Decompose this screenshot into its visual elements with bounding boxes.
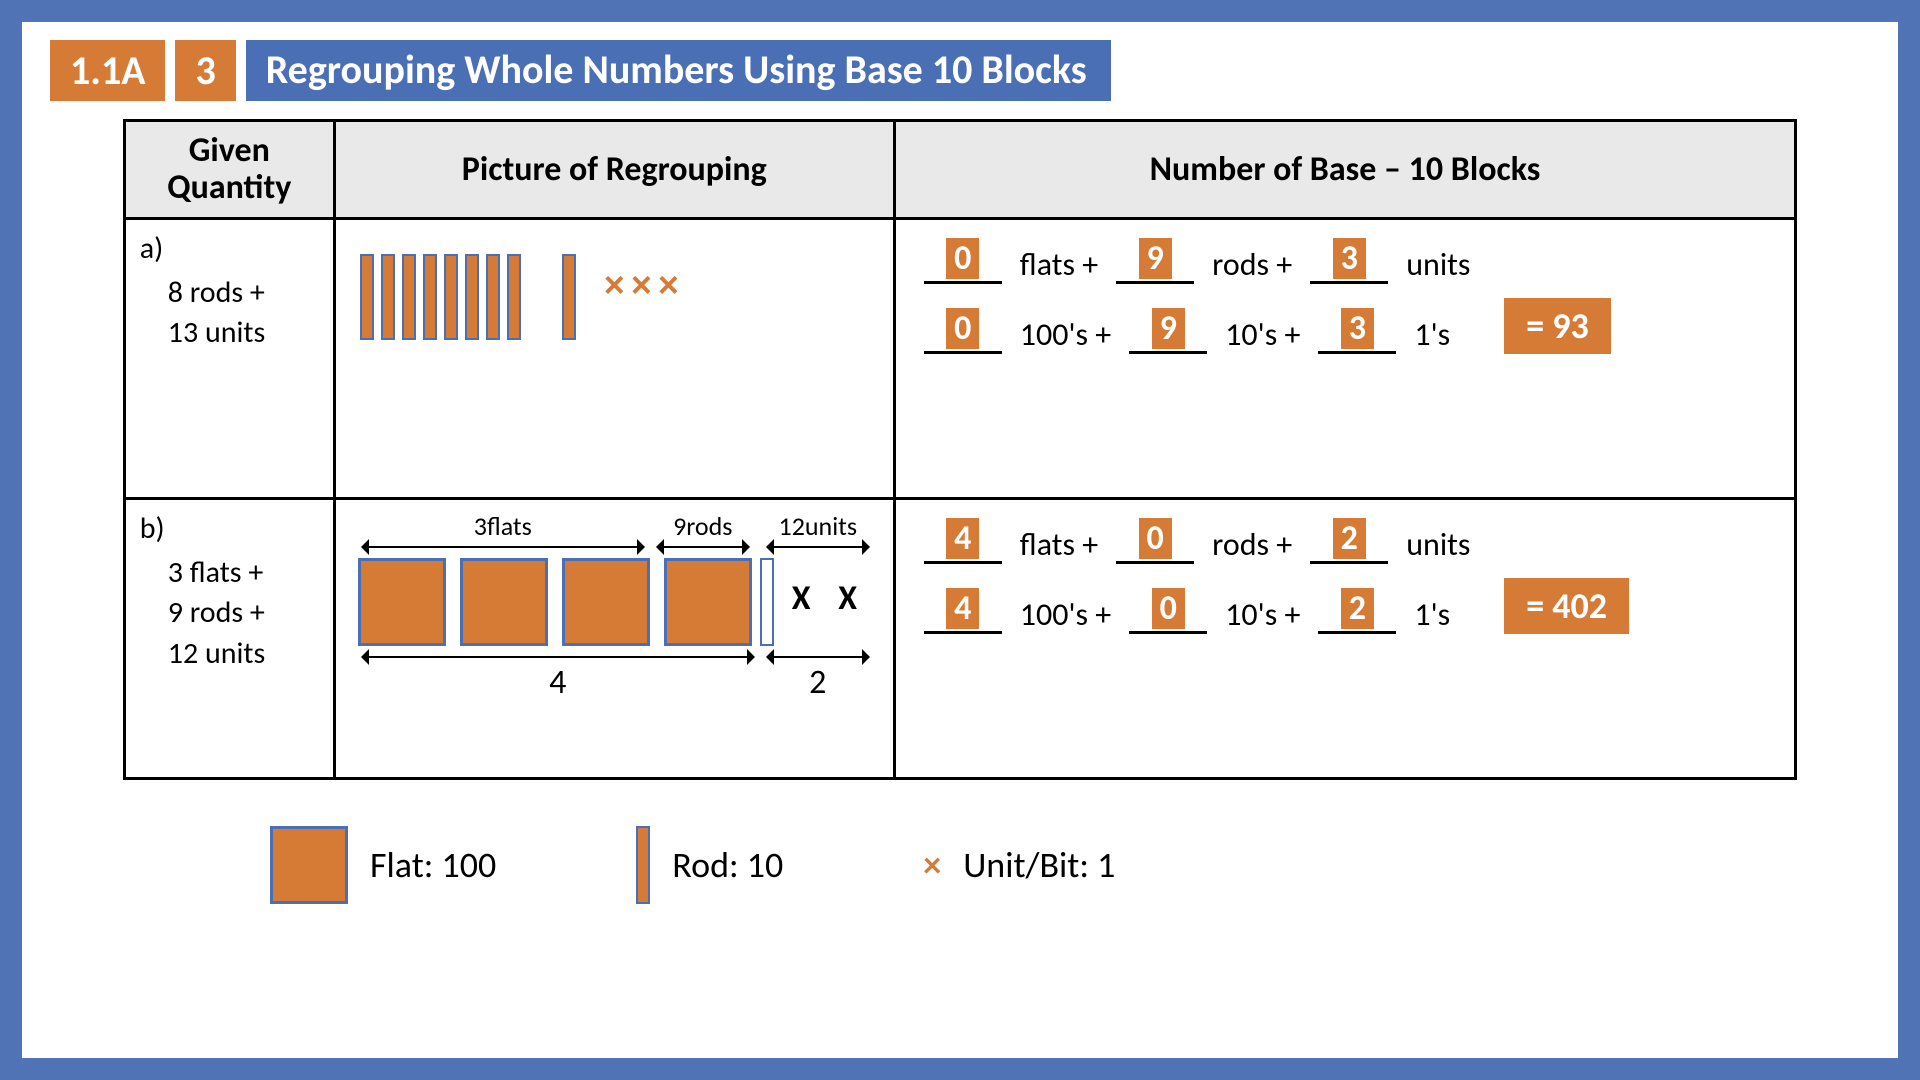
col-header-blocks: Number of Base – 10 Blocks xyxy=(894,121,1795,219)
a-h-val: 0 xyxy=(946,308,979,349)
b-result: = 402 xyxy=(1504,578,1629,634)
label-tens-b: 10's + xyxy=(1225,595,1300,634)
flats-group-b xyxy=(358,558,774,646)
row-a-given-1: 8 rods + xyxy=(168,273,319,314)
b-h-val: 4 xyxy=(946,588,979,629)
annot-bottom-2: 2 xyxy=(758,662,878,703)
b-rods-val: 0 xyxy=(1139,518,1172,559)
legend-rod: Rod: 10 xyxy=(636,826,783,904)
blocks-b: 4 flats + 0 rods + 2 units 4 100's + 0 1… xyxy=(894,498,1795,778)
a-o-val: 3 xyxy=(1341,308,1374,349)
slide-frame: 1.1A 3 Regrouping Whole Numbers Using Ba… xyxy=(0,0,1920,1080)
b-o-val: 2 xyxy=(1341,588,1374,629)
regrouping-table: GivenQuantity Picture of Regrouping Numb… xyxy=(123,119,1797,780)
row-b-given-2: 9 rods + xyxy=(168,593,319,634)
legend: Flat: 100 Rod: 10 × Unit/Bit: 1 xyxy=(270,826,1870,904)
row-b-given-3: 12 units xyxy=(168,634,319,675)
legend-unit-label: Unit/Bit: 1 xyxy=(963,843,1115,887)
row-b-given-1: 3 flats + xyxy=(168,553,319,594)
rods-group-a xyxy=(360,254,576,340)
a-units-val: 3 xyxy=(1333,238,1366,279)
annot-9rods: 9rods xyxy=(648,510,758,542)
label-tens: 10's + xyxy=(1225,315,1300,354)
units-group-a: ××× xyxy=(604,264,679,306)
lesson-code-badge: 1.1A xyxy=(50,40,165,101)
row-b-tag: b) xyxy=(140,510,319,547)
label-rods-b: rods + xyxy=(1212,525,1292,564)
given-b: b) 3 flats + 9 rods + 12 units xyxy=(124,498,334,778)
b-flats-val: 4 xyxy=(946,518,979,559)
col-header-picture: Picture of Regrouping xyxy=(334,121,894,219)
rod-icon xyxy=(636,826,650,904)
slide-title: Regrouping Whole Numbers Using Base 10 B… xyxy=(246,40,1111,101)
label-ones: 1's xyxy=(1414,315,1450,354)
annot-3flats: 3flats xyxy=(358,510,648,542)
a-t-val: 9 xyxy=(1152,308,1185,349)
unit-icon: × xyxy=(923,843,941,887)
given-a: a) 8 rods + 13 units xyxy=(124,218,334,498)
picture-a: ××× xyxy=(334,218,894,498)
a-result: = 93 xyxy=(1504,298,1611,354)
label-rods: rods + xyxy=(1212,245,1292,284)
units-group-b: X X xyxy=(792,578,867,619)
row-a-given-2: 13 units xyxy=(168,313,319,354)
legend-flat: Flat: 100 xyxy=(270,826,496,904)
label-ones-b: 1's xyxy=(1414,595,1450,634)
label-hundreds-b: 100's + xyxy=(1020,595,1111,634)
flat-icon xyxy=(270,826,348,904)
col-header-given: GivenQuantity xyxy=(124,121,334,219)
lesson-number-badge: 3 xyxy=(175,40,235,101)
annot-12units: 12units xyxy=(758,510,878,542)
b-t-val: 0 xyxy=(1152,588,1185,629)
a-flats-val: 0 xyxy=(946,238,979,279)
annot-bottom-4: 4 xyxy=(358,662,758,703)
legend-unit: × Unit/Bit: 1 xyxy=(923,843,1115,887)
label-units: units xyxy=(1406,245,1470,284)
label-flats: flats + xyxy=(1020,245,1098,284)
label-flats-b: flats + xyxy=(1020,525,1098,564)
legend-rod-label: Rod: 10 xyxy=(672,843,783,887)
b-units-val: 2 xyxy=(1333,518,1366,559)
label-units-b: units xyxy=(1406,525,1470,564)
legend-flat-label: Flat: 100 xyxy=(370,843,496,887)
label-hundreds: 100's + xyxy=(1020,315,1111,354)
slide-header: 1.1A 3 Regrouping Whole Numbers Using Ba… xyxy=(50,40,1870,101)
row-a-tag: a) xyxy=(140,230,319,267)
a-rods-val: 9 xyxy=(1139,238,1172,279)
picture-b: 3flats 9rods 12units X X xyxy=(334,498,894,778)
blocks-a: 0 flats + 9 rods + 3 units 0 100's + 9 1… xyxy=(894,218,1795,498)
